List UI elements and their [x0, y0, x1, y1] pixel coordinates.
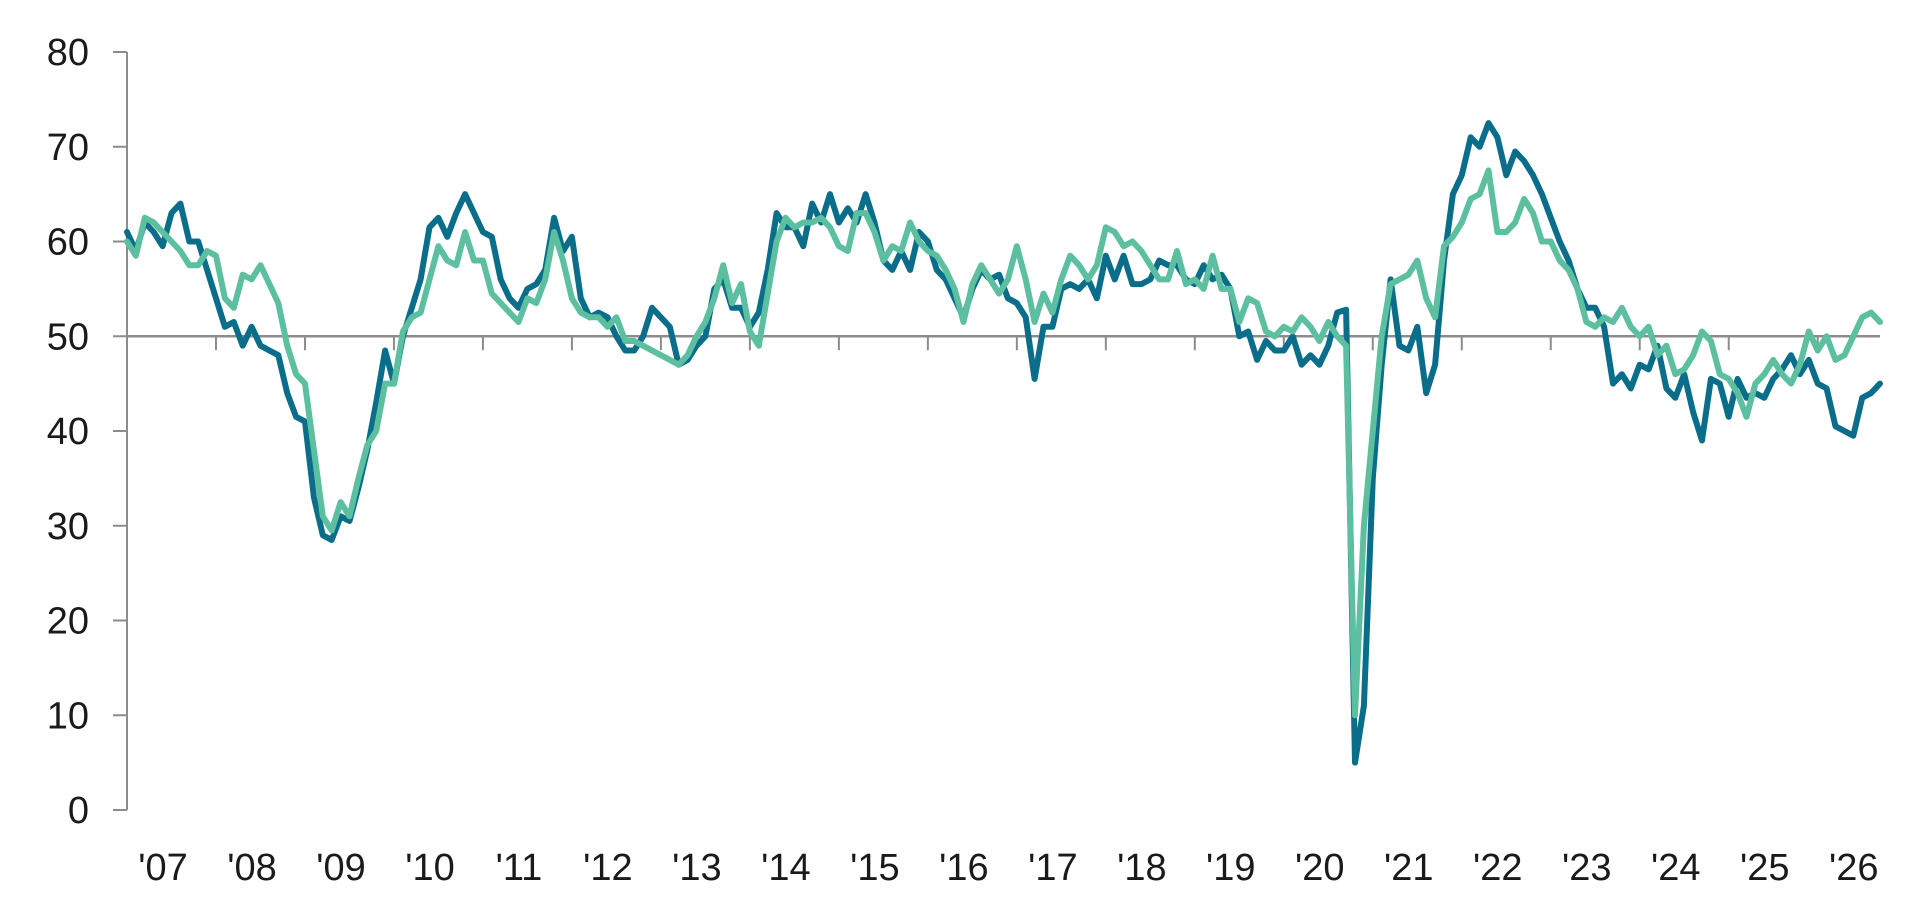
y-tick-label: 80 — [47, 32, 89, 74]
x-tick-label: '10 — [405, 847, 455, 889]
x-tick-label: '25 — [1740, 847, 1790, 889]
series-lines — [124, 120, 1883, 766]
x-tick-label: '21 — [1384, 847, 1434, 889]
y-tick-label: 70 — [47, 127, 89, 169]
x-tick-label: '16 — [939, 847, 989, 889]
y-tick-label: 60 — [47, 222, 89, 264]
x-tick-label: '18 — [1117, 847, 1167, 889]
x-tick-label: '08 — [227, 847, 277, 889]
x-tick-label: '20 — [1295, 847, 1345, 889]
x-tick-label: '12 — [583, 847, 633, 889]
series-line-dark — [124, 120, 1883, 766]
x-tick-labels: '07 '08 '09 '10 '11 '12 '13 '14 '15 '16 '17 '18 '19 '… — [138, 847, 1878, 889]
x-tick-label: '14 — [761, 847, 811, 889]
y-tick-label: 30 — [47, 506, 89, 548]
x-tick-label: '24 — [1651, 847, 1701, 889]
y-tick-label: 50 — [47, 316, 89, 358]
y-tick-label: 10 — [47, 695, 89, 737]
x-tick-label: '09 — [316, 847, 366, 889]
x-tick-label: '07 — [138, 847, 188, 889]
x-tick-label: '26 — [1829, 847, 1879, 889]
x-tick-label: '22 — [1473, 847, 1523, 889]
axes — [113, 51, 1819, 811]
x-tick-label: '15 — [850, 847, 900, 889]
x-tick-label: '17 — [1028, 847, 1078, 889]
y-tick-label: 0 — [68, 790, 89, 832]
x-tick-label: '13 — [672, 847, 722, 889]
y-tick-labels: 0 10 20 30 40 50 60 70 80 — [47, 32, 89, 832]
y-tick-label: 20 — [47, 601, 89, 643]
y-tick-label: 40 — [47, 411, 89, 453]
x-tick-label: '11 — [496, 847, 543, 889]
x-tick-label: '23 — [1562, 847, 1612, 889]
series-line-light — [124, 167, 1883, 719]
x-tick-label: '19 — [1206, 847, 1256, 889]
